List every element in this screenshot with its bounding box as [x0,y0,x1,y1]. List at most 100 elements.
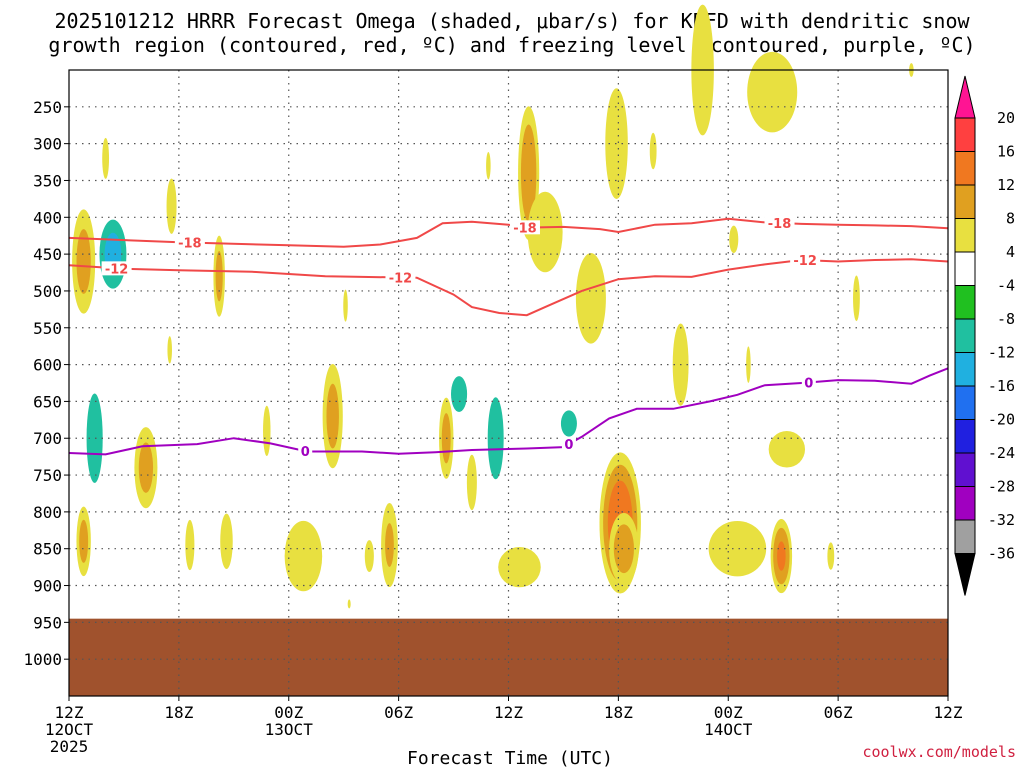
y-tick-label: 300 [33,135,62,154]
y-tick-label: 400 [33,208,62,227]
omega-shading [69,4,948,696]
grid-lines [69,70,948,696]
colorbar-bin [954,486,976,521]
omega-cell [466,454,477,511]
omega-cell [86,393,103,483]
omega-level [827,542,835,570]
contour-label: -18 [768,217,792,232]
x-tick-label: 00Z [274,703,303,722]
omega-level [777,541,786,571]
contour-label: 0 [564,438,573,453]
contour-label: 0 [804,376,813,391]
omega-cell [747,51,798,133]
omega-level [86,393,103,483]
x-tick-label: 12Z [934,703,963,722]
colorbar-label: -12 [988,344,1015,362]
colorbar: 20 16 12 8 4 -4 -8 -12 -16 -20 -24 -28 -32 -36 [954,75,1015,596]
omega-level [102,137,110,179]
contour-label-bg [385,270,416,285]
contour-label: -12 [389,271,413,286]
y-tick-label: 700 [33,429,62,448]
contour-line: 0 0 0 [68,367,949,460]
omega-level [451,376,468,413]
contour-line: -12 -12 -12 [68,253,949,317]
omega-level [853,275,860,322]
colorbar-label: 16 [997,143,1015,161]
contour-label-bg [101,261,132,276]
y-tick-label: 750 [33,466,62,485]
colorbar-bin [954,452,976,487]
contour-label: -12 [105,262,129,277]
omega-cell [322,363,343,469]
y-tick-label: 250 [33,98,62,117]
omega-cell [609,513,639,585]
contour-label: 0 [301,445,310,460]
omega-cell [560,410,577,437]
omega-level [385,523,394,567]
contours: -18 -18 -18 -12 -12 -12 0 0 0 [68,216,949,460]
omega-level [729,225,739,254]
x-tick-label: 13OCT [265,720,314,739]
y-tick-label: 600 [33,356,62,375]
credit-link[interactable]: coolwx.com/models [862,743,1016,761]
contour-label-bg [764,216,795,231]
omega-level [605,88,628,199]
contour-label-bg [801,375,816,390]
contour-label: -18 [178,237,202,252]
plot-area: -18 -18 -18 -12 -12 -12 0 0 0 [68,4,949,697]
contour-line: -18 -18 -18 [68,216,949,252]
colorbar-label: -8 [997,310,1015,328]
colorbar-bin [954,385,976,420]
contour-label-bg [509,220,540,235]
colorbar-bin [954,419,976,454]
omega-cell [649,132,657,170]
omega-cell [498,546,541,588]
x-tick-label: 12Z [55,703,84,722]
x-tick-label: 12Z [494,703,523,722]
omega-cell [451,376,468,413]
ground-mask [69,618,948,696]
y-tick-label: 500 [33,282,62,301]
omega-cell [746,346,751,383]
omega-level [527,191,563,273]
omega-level [708,521,767,577]
colorbar-label: -32 [988,511,1015,529]
omega-cell [381,502,398,588]
x-tick-label: 14OCT [704,720,753,739]
omega-cell [487,397,504,480]
omega-cell [102,137,110,179]
omega-cell [827,542,835,570]
omega-cell [134,427,158,509]
omega-cell [263,405,271,457]
omega-cell [347,599,351,609]
x-tick-label: 12OCT [45,720,94,739]
omega-level [364,540,374,573]
omega-cell [284,520,323,592]
omega-level [575,253,606,344]
omega-level [466,454,477,511]
colorbar-label: -24 [988,444,1015,462]
omega-level [79,519,89,563]
omega-cell [486,152,491,180]
colorbar-bin [954,218,976,253]
omega-cell [364,540,374,573]
omega-level [347,599,351,609]
x-tick-label: 06Z [384,703,413,722]
colorbar-bin [954,251,976,286]
omega-level [487,397,504,480]
omega-level [613,524,634,574]
omega-cell [76,506,91,577]
omega-cell [213,235,225,317]
colorbar-bin [954,285,976,320]
contour-label: -18 [513,221,537,236]
contour-path [68,217,949,248]
colorbar-label: 20 [997,109,1015,127]
omega-cell [768,431,806,468]
chart-title-line1: 2025101212 HRRR Forecast Omega (shaded, … [54,9,970,33]
y-tick-label: 550 [33,319,62,338]
contour-label: -12 [793,254,817,269]
omega-cell [575,253,606,344]
omega-level [649,132,657,170]
y-tick-label: 350 [33,171,62,190]
